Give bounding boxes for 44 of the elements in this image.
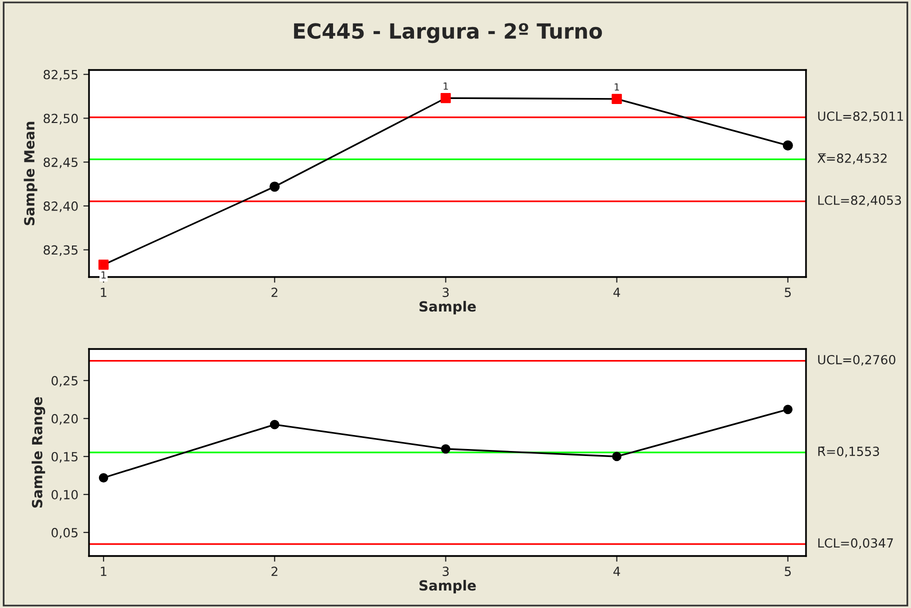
y-tick-label: 82,50 — [44, 114, 78, 124]
point — [98, 473, 108, 482]
x-tick-label: 2 — [272, 288, 278, 297]
y-tick-label: 82,45 — [44, 158, 78, 168]
y-axis-title: Sample Range — [32, 397, 46, 508]
y-tick-label: 82,35 — [44, 245, 78, 256]
y-axis-title: Sample Mean — [24, 122, 38, 226]
x-axis-title: Sample — [420, 300, 476, 314]
point — [270, 182, 280, 192]
ref-line-label: LCL=0,0347 — [818, 538, 893, 549]
x-tick-label: 5 — [784, 288, 791, 298]
y-tick-label: 0,05 — [52, 528, 78, 539]
ref-line-label: UCL=82,5011 — [818, 111, 903, 122]
ref-line-label: R̄=0,1553 — [818, 446, 880, 458]
y-tick-label: 82,55 — [44, 70, 78, 81]
x-tick-label: 5 — [784, 566, 791, 576]
x-axis-title: Sample — [420, 580, 476, 594]
point — [782, 140, 793, 151]
y-tick-label: 0,20 — [52, 414, 78, 425]
x-tick-label: 3 — [442, 566, 449, 576]
y-tick-label: 0,25 — [52, 376, 78, 387]
annotation: 1 — [102, 271, 106, 279]
x-tick-label: 4 — [613, 288, 620, 297]
ref-line-label: UCL=0,2760 — [818, 354, 896, 366]
ref-line-label: X̿=82,4532 — [817, 153, 887, 164]
point — [441, 444, 450, 454]
point — [98, 260, 109, 270]
point — [612, 452, 622, 462]
annotation: 1 — [614, 83, 619, 91]
point — [270, 420, 280, 430]
ref-line-label: LCL=82,4053 — [818, 195, 901, 206]
x-tick-label: 3 — [442, 288, 449, 298]
x-tick-label: 1 — [100, 566, 106, 576]
x-tick-label: 1 — [100, 288, 106, 297]
point — [440, 92, 451, 104]
annotation: 1 — [444, 82, 448, 90]
chart-title: EC445 - Largura - 2º Turno — [294, 23, 602, 44]
point — [612, 94, 622, 104]
point — [783, 404, 793, 414]
y-tick-label: 0,10 — [52, 490, 78, 501]
y-tick-label: 0,15 — [52, 452, 78, 463]
x-tick-label: 4 — [613, 566, 620, 576]
y-tick-label: 82,40 — [44, 201, 78, 212]
x-tick-label: 2 — [272, 566, 278, 576]
